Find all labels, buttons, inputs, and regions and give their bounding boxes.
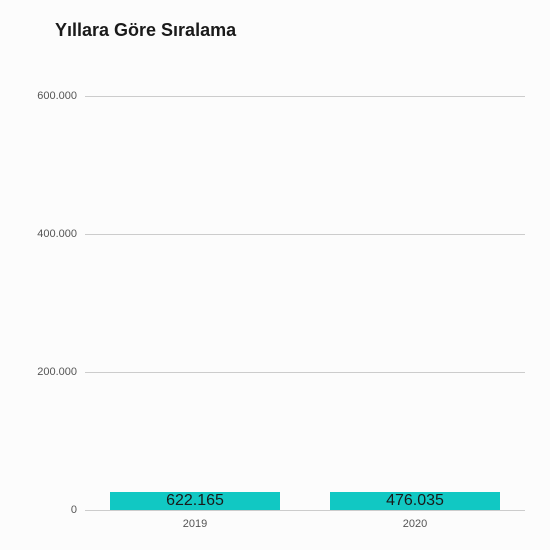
bar-value-label: 476.035 (386, 492, 444, 510)
y-axis-tick-label: 200.000 (37, 366, 77, 378)
y-axis-tick-label: 0 (71, 504, 77, 516)
chart-title: Yıllara Göre Sıralama (55, 20, 236, 41)
y-axis-tick-label: 400.000 (37, 228, 77, 240)
bar: 476.035 (330, 492, 500, 510)
x-axis-tick-label: 2019 (183, 518, 207, 530)
x-axis-tick-label: 2020 (403, 518, 427, 530)
bar-slot: 476.0352020 (330, 492, 500, 510)
gridline (85, 510, 525, 511)
bar: 622.165 (110, 492, 280, 510)
bar-value-label: 622.165 (166, 492, 224, 510)
bar-slot: 622.1652019 (110, 492, 280, 510)
chart-plot-area: 0200.000400.000600.000 622.1652019476.03… (85, 55, 525, 510)
bars-container: 622.1652019 476.0352020 (85, 55, 525, 510)
y-axis-tick-label: 600.000 (37, 90, 77, 102)
